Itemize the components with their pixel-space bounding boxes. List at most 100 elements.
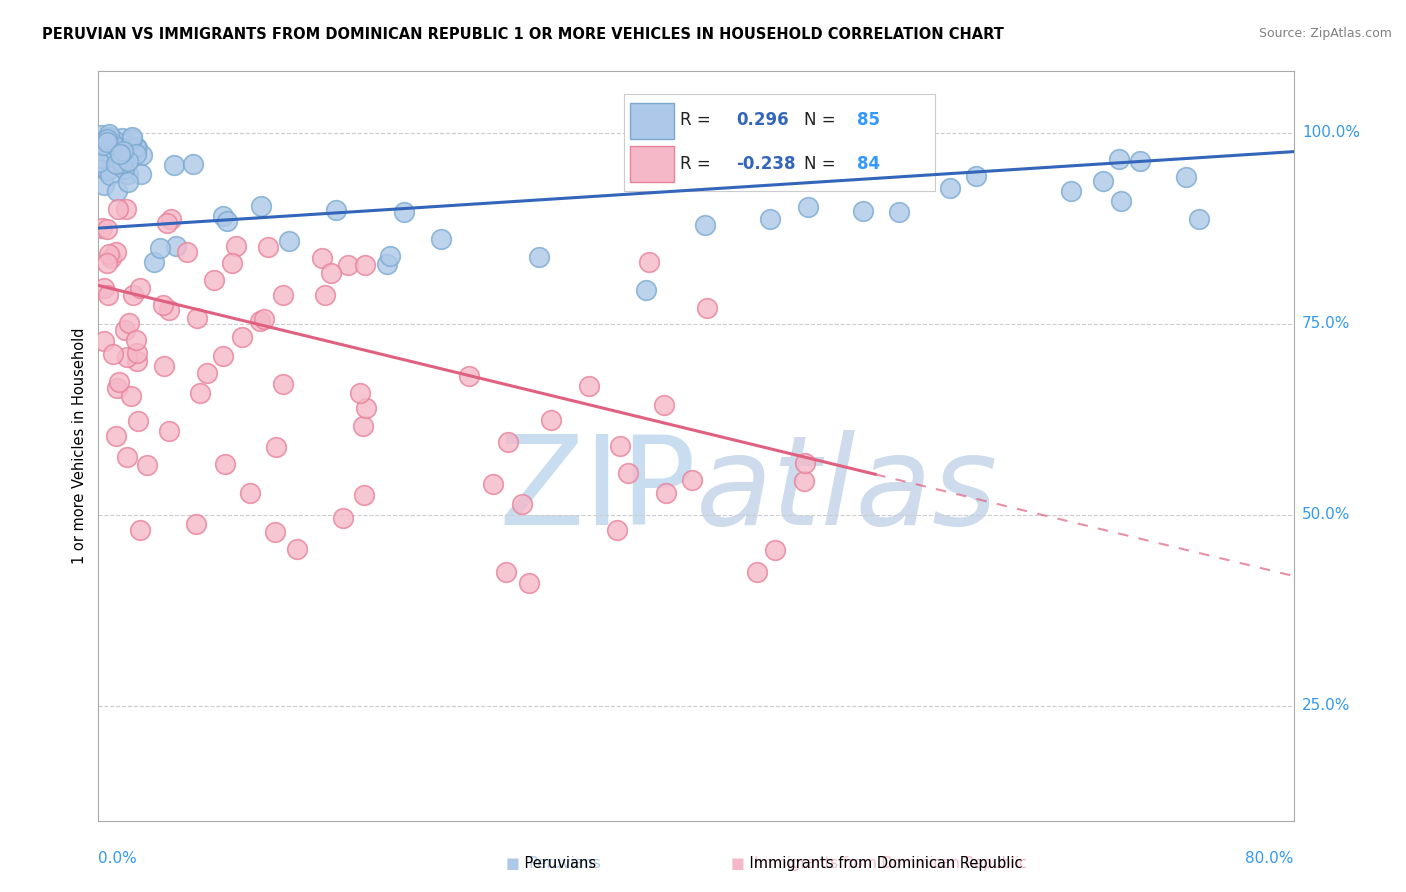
Point	[93, 141, 115, 155]
Text: PERUVIAN VS IMMIGRANTS FROM DOMINICAN REPUBLIC 1 OR MORE VEHICLES IN HOUSEHOLD C: PERUVIAN VS IMMIGRANTS FROM DOMINICAN RE…	[42, 27, 1004, 42]
Point	[540, 413, 562, 427]
Point	[311, 251, 333, 265]
Point	[87, 135, 110, 149]
Point	[181, 157, 204, 171]
Point	[114, 323, 136, 337]
Point	[378, 249, 401, 263]
Point	[100, 251, 122, 265]
Point	[121, 132, 143, 146]
Point	[638, 254, 661, 268]
Point	[127, 353, 149, 368]
Point	[264, 440, 287, 454]
Point	[186, 516, 208, 531]
Point	[98, 140, 121, 154]
Point	[107, 202, 129, 216]
Point	[482, 476, 505, 491]
Point	[159, 212, 181, 227]
Point	[101, 136, 124, 151]
Point	[117, 167, 139, 181]
Point	[89, 149, 111, 163]
Point	[797, 200, 820, 214]
Point	[609, 439, 631, 453]
Point	[257, 240, 280, 254]
Point	[239, 486, 262, 500]
Point	[93, 134, 115, 148]
Point	[496, 434, 519, 449]
Point	[887, 205, 910, 219]
Point	[349, 386, 371, 401]
Point	[221, 256, 243, 270]
Point	[108, 155, 131, 169]
Point	[114, 202, 136, 216]
Point	[115, 350, 138, 364]
Point	[250, 198, 273, 212]
Point	[211, 349, 233, 363]
Point	[127, 414, 149, 428]
Point	[852, 204, 875, 219]
Point	[939, 180, 962, 194]
Point	[794, 456, 817, 470]
Point	[332, 511, 354, 525]
Text: ■  Immigrants from Dominican Republic: ■ Immigrants from Dominican Republic	[731, 856, 1028, 871]
Text: 25.0%: 25.0%	[1302, 698, 1350, 714]
Point	[112, 144, 135, 158]
Point	[91, 221, 114, 235]
Point	[131, 148, 153, 162]
Point	[129, 167, 152, 181]
Point	[112, 162, 135, 177]
Point	[98, 127, 121, 141]
Text: 100.0%: 100.0%	[1302, 125, 1360, 140]
Point	[142, 254, 165, 268]
Text: 50.0%: 50.0%	[1302, 508, 1350, 523]
Point	[122, 145, 145, 159]
Point	[197, 366, 219, 380]
Point	[319, 266, 342, 280]
Point	[97, 155, 120, 169]
Point	[165, 238, 187, 252]
Point	[264, 524, 287, 539]
Point	[105, 157, 128, 171]
Point	[655, 485, 678, 500]
Point	[129, 281, 152, 295]
Point	[104, 245, 127, 260]
Point	[430, 232, 453, 246]
Point	[115, 450, 138, 465]
Point	[1129, 153, 1152, 168]
Point	[681, 474, 703, 488]
Point	[117, 154, 139, 169]
Point	[652, 398, 675, 412]
Point	[96, 288, 118, 302]
Point	[91, 138, 114, 153]
Point	[214, 457, 236, 471]
Point	[98, 161, 121, 176]
Point	[696, 301, 718, 315]
Text: Peruvians: Peruvians	[506, 856, 596, 871]
Point	[93, 178, 115, 192]
Point	[96, 222, 118, 236]
Point	[1174, 169, 1197, 184]
Point	[156, 216, 179, 230]
Point	[108, 146, 131, 161]
Point	[392, 204, 415, 219]
Point	[93, 144, 115, 158]
Point	[96, 164, 118, 178]
Point	[510, 497, 533, 511]
Point	[118, 138, 141, 153]
Point	[273, 376, 295, 391]
Point	[96, 256, 118, 270]
Y-axis label: 1 or more Vehicles in Household: 1 or more Vehicles in Household	[72, 327, 87, 565]
Text: 75.0%: 75.0%	[1302, 316, 1350, 331]
Text: ■  Peruvians: ■ Peruvians	[506, 856, 600, 871]
Point	[94, 151, 117, 165]
Point	[112, 146, 135, 161]
Point	[153, 359, 176, 374]
Point	[96, 163, 118, 178]
Point	[125, 333, 148, 347]
Point	[578, 378, 600, 392]
Point	[352, 419, 374, 434]
Point	[965, 169, 987, 183]
Point	[125, 147, 148, 161]
Point	[249, 314, 271, 328]
Point	[96, 135, 118, 149]
Point	[89, 140, 111, 154]
